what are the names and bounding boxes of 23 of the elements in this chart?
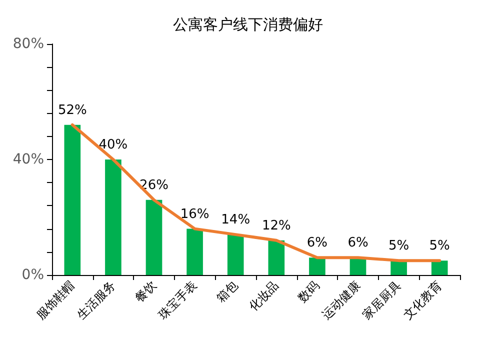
chart-title: 公寓客户线下消费偏好 [173, 16, 323, 34]
bar [186, 228, 203, 275]
data-label: 5% [429, 238, 450, 254]
data-label: 40% [98, 138, 128, 152]
bar [268, 240, 285, 275]
bar [64, 124, 81, 275]
bar [227, 234, 244, 275]
x-tick-label: 箱包 [214, 278, 241, 305]
bar [146, 200, 162, 275]
bar [309, 258, 326, 275]
bar [390, 260, 407, 275]
data-label: 6% [306, 236, 328, 251]
bar [431, 260, 448, 275]
bar [105, 160, 122, 275]
data-label: 52% [58, 102, 87, 118]
data-label: 5% [388, 238, 410, 254]
x-tick-label: 化妆品 [246, 278, 282, 314]
y-tick-label: 40% [12, 152, 44, 168]
data-label: 6% [348, 236, 368, 251]
data-label: 16% [180, 206, 210, 222]
data-label: 14% [221, 212, 250, 228]
y-tick-label: 80% [12, 36, 44, 52]
data-label: 12% [262, 218, 291, 234]
